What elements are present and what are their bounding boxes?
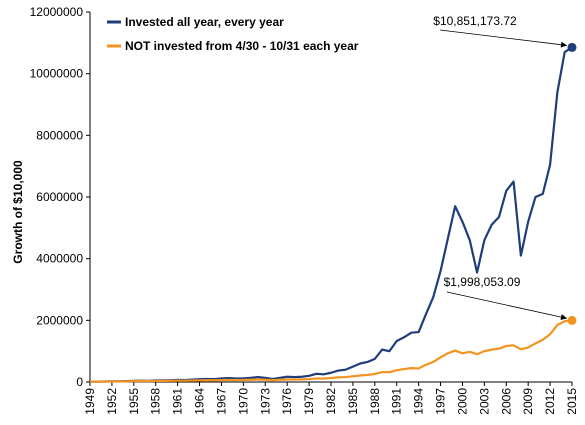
- x-tick-label: 1958: [149, 388, 163, 415]
- x-tick-label: 1997: [434, 388, 448, 415]
- x-tick-label: 2003: [477, 388, 491, 415]
- x-tick-label: 2009: [521, 388, 535, 415]
- x-tick-label: 1994: [412, 388, 426, 415]
- y-tick-label: 4000000: [36, 252, 83, 266]
- x-tick-label: 1961: [171, 388, 185, 415]
- series-line-not-invested: [89, 319, 573, 383]
- x-tick-label: 1979: [302, 388, 316, 415]
- x-tick-label: 1970: [236, 388, 250, 415]
- x-tick-label: 2015: [565, 388, 579, 415]
- y-tick-label: 0: [76, 375, 83, 389]
- series-line-invested: [89, 46, 573, 383]
- x-tick-label: 1973: [258, 388, 272, 415]
- x-tick-label: 1952: [105, 388, 119, 415]
- series-lines: [89, 46, 573, 383]
- end-marker-invested: [567, 42, 577, 52]
- x-tick-label: 1976: [280, 388, 294, 415]
- x-tick-label: 2012: [543, 388, 557, 415]
- x-tick-label: 1988: [368, 388, 382, 415]
- y-tick-label: 6000000: [36, 190, 83, 204]
- x-tick-label: 1949: [83, 388, 97, 415]
- annotation-not-invested-value: $1,998,053.09: [444, 275, 521, 289]
- y-tick-label: 8000000: [36, 128, 83, 142]
- x-tick-label: 1982: [324, 388, 338, 415]
- x-tick-label: 1985: [346, 388, 360, 415]
- x-tick-label: 2000: [455, 388, 469, 415]
- x-tick-label: 1964: [193, 388, 207, 415]
- annotations: $10,851,173.72 $1,998,053.09: [433, 14, 577, 325]
- y-axis-ticks: 0 2000000 4000000 6000000 8000000 10000000 120…: [30, 5, 90, 389]
- legend: Invested all year, every year NOT invest…: [107, 15, 359, 53]
- annotation-arrowhead: [560, 41, 567, 48]
- legend-label-invested: Invested all year, every year: [125, 15, 284, 29]
- y-tick-label: 12000000: [30, 5, 84, 19]
- x-tick-label: 1967: [214, 388, 228, 415]
- x-tick-label: 1955: [127, 388, 141, 415]
- annotation-arrow: [446, 291, 568, 319]
- x-tick-label: 1991: [390, 388, 404, 415]
- x-tick-label: 2006: [499, 388, 513, 415]
- annotation-arrow: [439, 29, 568, 46]
- plot-area: 0 2000000 4000000 6000000 8000000 10000000 120…: [30, 5, 579, 415]
- legend-label-not-invested: NOT invested from 4/30 - 10/31 each year: [125, 39, 359, 53]
- end-marker-not-invested: [567, 315, 577, 325]
- x-axis-ticks: 1949 1952 1955 1958 1961 1964 1967 1970 1973 1976…: [83, 382, 579, 415]
- y-tick-label: 10000000: [30, 67, 84, 81]
- y-axis-label: Growth of $10,000: [11, 160, 25, 264]
- y-tick-label: 2000000: [36, 313, 83, 327]
- annotation-invested-value: $10,851,173.72: [433, 14, 517, 28]
- annotation-arrowhead: [560, 314, 567, 321]
